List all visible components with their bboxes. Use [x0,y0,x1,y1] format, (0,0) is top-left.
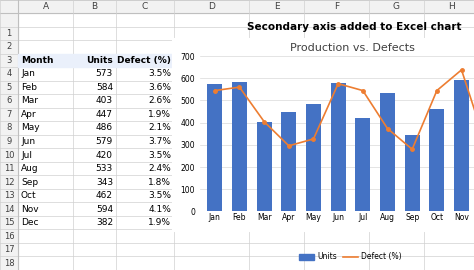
Text: C: C [142,2,148,11]
Text: Dec: Dec [21,218,38,227]
Text: Jul: Jul [21,151,32,160]
Text: Feb: Feb [21,83,37,92]
Text: 1.9%: 1.9% [148,110,171,119]
Text: 12: 12 [4,178,14,187]
Bar [0,0,474,13]
Text: 573: 573 [96,69,113,78]
Text: May: May [21,123,40,133]
Text: 1.8%: 1.8% [148,178,171,187]
Bar [380,93,395,211]
Text: Apr: Apr [21,110,36,119]
Text: 594: 594 [96,205,113,214]
Text: 533: 533 [96,164,113,173]
Text: 3.5%: 3.5% [148,151,171,160]
Text: 4: 4 [6,69,12,78]
Text: Mar: Mar [21,96,38,105]
Text: 1: 1 [6,29,12,38]
Text: 8: 8 [6,123,12,133]
Bar [429,109,444,211]
Text: 11: 11 [4,164,14,173]
Text: Jan: Jan [21,69,35,78]
Text: Oct: Oct [21,191,36,200]
Text: 1.9%: 1.9% [148,218,171,227]
Bar [306,104,321,211]
Text: 2.6%: 2.6% [148,96,171,105]
Text: 4.1%: 4.1% [148,205,171,214]
Bar [208,84,222,211]
Text: F: F [334,2,339,11]
Text: 15: 15 [4,218,14,227]
Text: A: A [43,2,48,11]
Bar [282,112,296,211]
Text: Defect (%): Defect (%) [117,56,171,65]
Text: Month: Month [21,56,54,65]
Text: Aug: Aug [21,164,38,173]
Bar [172,38,474,231]
Text: G: G [393,2,400,11]
Bar [331,83,346,211]
Text: 5: 5 [6,83,12,92]
Text: 2.4%: 2.4% [148,164,171,173]
Text: 2.1%: 2.1% [148,123,171,133]
Text: Sep: Sep [21,178,38,187]
Bar [232,82,247,211]
Text: 343: 343 [96,178,113,187]
Text: 584: 584 [96,83,113,92]
Bar [454,80,469,211]
Text: 579: 579 [96,137,113,146]
Text: 2: 2 [6,42,12,51]
Text: 3.5%: 3.5% [148,191,171,200]
Text: 9: 9 [6,137,12,146]
Text: 16: 16 [4,232,14,241]
Text: 3.5%: 3.5% [148,69,171,78]
Text: Production vs. Defects: Production vs. Defects [290,43,415,53]
Text: 7: 7 [6,110,12,119]
Text: Units: Units [86,56,113,65]
Bar [405,135,419,211]
Text: Nov: Nov [21,205,38,214]
Text: Secondary axis added to Excel chart: Secondary axis added to Excel chart [247,22,461,32]
Text: 382: 382 [96,218,113,227]
Legend: Units, Defect (%): Units, Defect (%) [296,249,405,265]
Bar [356,118,370,211]
Text: 462: 462 [96,191,113,200]
Text: 14: 14 [4,205,14,214]
Text: D: D [208,2,215,11]
Text: 17: 17 [4,245,14,254]
Text: 13: 13 [4,191,14,200]
Text: Jun: Jun [21,137,35,146]
Text: H: H [448,2,455,11]
Text: 18: 18 [4,259,14,268]
Text: 447: 447 [96,110,113,119]
Text: 10: 10 [4,151,14,160]
Bar [257,122,272,211]
Bar [18,53,174,67]
Text: E: E [273,2,279,11]
Text: 3.6%: 3.6% [148,83,171,92]
Text: 3.7%: 3.7% [148,137,171,146]
Text: 403: 403 [96,96,113,105]
Bar [0,0,18,270]
Text: 486: 486 [96,123,113,133]
Text: 6: 6 [6,96,12,105]
Text: 420: 420 [96,151,113,160]
Text: B: B [91,2,98,11]
Text: 3: 3 [6,56,12,65]
